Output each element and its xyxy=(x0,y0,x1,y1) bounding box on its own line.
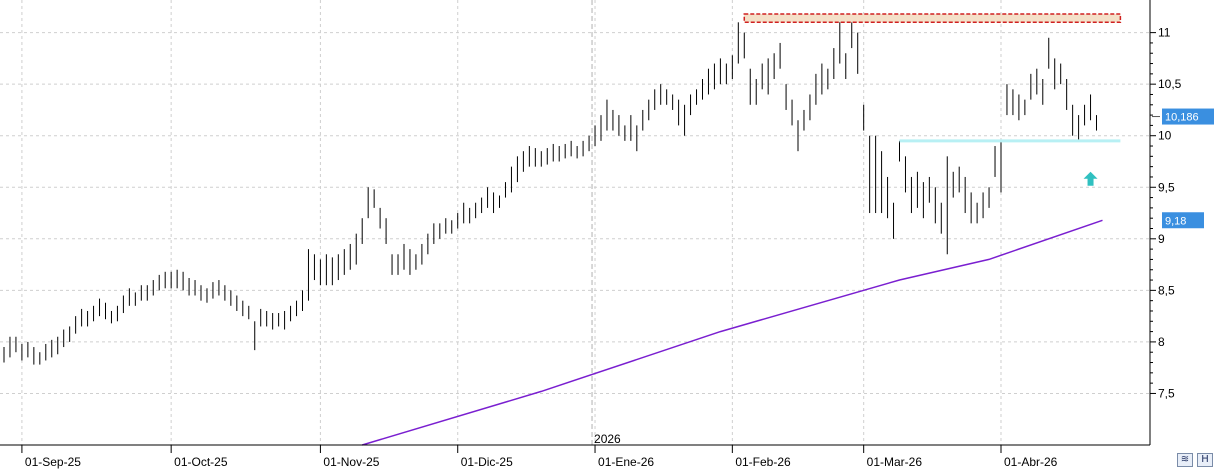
year-label: 2026 xyxy=(594,432,621,446)
annotations: 10,186 9,18 xyxy=(743,13,1214,229)
y-tick-label: 9 xyxy=(1158,232,1165,246)
zoom-button[interactable]: ≋ xyxy=(1177,453,1193,467)
x-tick-label: 01-Nov-25 xyxy=(323,455,379,469)
save-button[interactable]: H xyxy=(1197,453,1213,467)
y-tick-label: 7,5 xyxy=(1158,386,1175,400)
y-tick-label: 9,5 xyxy=(1158,180,1175,194)
resistance-zone xyxy=(743,13,1122,24)
y-tick-label: 8 xyxy=(1158,335,1165,349)
moving-average-line xyxy=(361,219,1103,446)
y-tick-label: 10,5 xyxy=(1158,77,1182,91)
ohlc-bars xyxy=(3,17,1098,365)
y-tick-label: 11 xyxy=(1158,26,1171,40)
last-price-tag xyxy=(1162,108,1214,125)
x-tick-label: 01-Sep-25 xyxy=(25,455,81,469)
x-tick-label: 01-Ene-26 xyxy=(598,455,654,469)
x-tick-label: 01-Dic-25 xyxy=(461,455,513,469)
moving-average-layer xyxy=(361,219,1103,446)
zoom-icon: ≋ xyxy=(1180,454,1190,465)
x-tick-label: 01-Abr-26 xyxy=(1004,455,1058,469)
x-tick-label: 01-Mar-26 xyxy=(867,455,923,469)
up-arrow-icon xyxy=(1083,171,1098,186)
moving-average-value: 9,18 xyxy=(1165,215,1186,227)
y-tick-label: 8,5 xyxy=(1158,283,1175,297)
x-tick-label: 01-Feb-26 xyxy=(735,455,791,469)
moving-average-tag xyxy=(1162,212,1204,229)
y-tick-label: 10 xyxy=(1158,129,1172,143)
last-price-value: 10,186 xyxy=(1165,112,1199,124)
axes: 7,5 8 8,5 9 9,5 10 10,5 11 01-Sep-25 01-Oct-25 01-… xyxy=(0,0,1182,469)
save-h-icon: H xyxy=(1201,454,1209,465)
x-tick-label: 01-Oct-25 xyxy=(174,455,228,469)
